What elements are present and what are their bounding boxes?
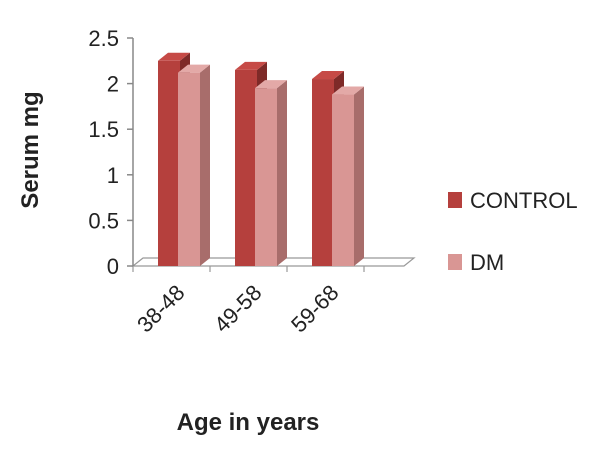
bar-side xyxy=(354,86,364,266)
bar-front xyxy=(158,60,180,266)
y-tick-label: 0.5 xyxy=(88,208,119,233)
bar-front xyxy=(332,94,354,266)
bars xyxy=(158,52,364,266)
bar-top xyxy=(332,86,364,95)
bar-top xyxy=(312,71,344,80)
x-axis-title: Age in years xyxy=(177,409,320,436)
bar-front xyxy=(235,69,257,266)
bar xyxy=(178,64,210,266)
legend: CONTROL DM xyxy=(448,188,578,275)
y-tick-label: 1.5 xyxy=(88,117,119,142)
bar-side xyxy=(200,64,210,266)
y-tick-label: 2.5 xyxy=(88,26,119,51)
bar xyxy=(255,80,287,266)
x-axis-tick-labels: 38-48 49-58 59-68 xyxy=(132,280,343,337)
bar-top xyxy=(158,52,190,61)
bar-top xyxy=(178,64,210,73)
bar-side xyxy=(277,80,287,266)
x-tick-label: 59-68 xyxy=(286,280,343,337)
bar-top xyxy=(235,61,267,70)
x-tick-label: 49-58 xyxy=(209,280,266,337)
y-tick-label: 1 xyxy=(107,163,119,188)
legend-swatch xyxy=(448,254,462,270)
y-axis: 0 0.5 1 1.5 2 2.5 xyxy=(88,26,134,279)
legend-swatch xyxy=(448,192,462,208)
y-tick-label: 0 xyxy=(107,254,119,279)
legend-label: DM xyxy=(470,250,504,275)
bar-front xyxy=(255,88,277,266)
x-tick-label: 38-48 xyxy=(132,280,189,337)
bar-top xyxy=(255,80,287,89)
y-axis-title: Serum mg xyxy=(17,91,44,208)
bar xyxy=(332,86,364,266)
y-tick-label: 2 xyxy=(107,72,119,97)
bar-front xyxy=(312,79,334,266)
legend-label: CONTROL xyxy=(470,188,578,213)
bar-front xyxy=(178,72,200,266)
